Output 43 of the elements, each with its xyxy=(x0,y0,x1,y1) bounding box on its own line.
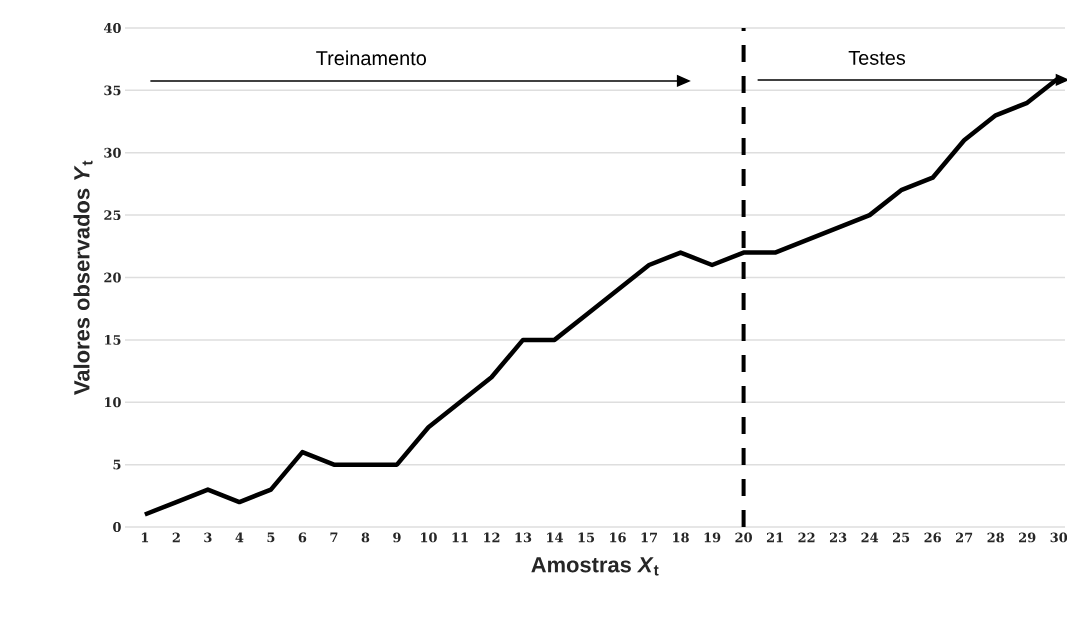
x-tick-label: 14 xyxy=(547,532,563,543)
y-tick-label: 15 xyxy=(105,334,121,345)
x-tick-label: 5 xyxy=(267,532,275,543)
y-tick-label: 30 xyxy=(104,147,121,158)
x-tick-label: 10 xyxy=(421,532,437,543)
x-tick-label: 26 xyxy=(924,532,941,543)
x-tick-label: 13 xyxy=(515,532,532,543)
x-tick-label: 17 xyxy=(641,532,657,543)
y-tick-label: 35 xyxy=(104,85,121,96)
y-axis-title: Valores observados Y$_{t}$ xyxy=(73,160,93,395)
x-tick-label: 20 xyxy=(735,532,752,543)
x-tick-label: 2 xyxy=(172,532,180,543)
y-tick-label: 0 xyxy=(113,522,121,532)
x-tick-label: 27 xyxy=(956,532,973,543)
annotation: Treinamento xyxy=(316,50,426,66)
x-tick-label: 3 xyxy=(204,532,212,543)
x-axis-title: Amostras X$_{t}$ xyxy=(531,557,659,576)
x-tick-label: 25 xyxy=(893,532,910,543)
x-tick-label: 30 xyxy=(1050,532,1067,543)
y-tick-label: 40 xyxy=(103,23,121,33)
annotation: Testes xyxy=(848,50,906,65)
x-tick-label: 1 xyxy=(141,532,149,543)
y-tick-label: 20 xyxy=(104,272,121,283)
x-tick-label: 29 xyxy=(1019,532,1036,543)
x-tick-label: 23 xyxy=(829,532,847,543)
x-tick-label: 7 xyxy=(330,532,338,542)
y-tick-label: 25 xyxy=(104,210,121,221)
x-tick-label: 6 xyxy=(298,532,307,543)
y-tick-label: 5 xyxy=(113,459,121,470)
x-tick-label: 21 xyxy=(766,532,783,543)
x-tick-label: 16 xyxy=(610,532,626,543)
x-tick-label: 9 xyxy=(393,532,401,543)
x-tick-label: 12 xyxy=(484,532,500,543)
y-tick-label: 10 xyxy=(105,397,121,408)
x-tick-label: 22 xyxy=(798,532,815,543)
x-tick-label: 8 xyxy=(361,532,370,543)
x-tick-label: 18 xyxy=(673,532,689,543)
x-tick-label: 4 xyxy=(235,532,244,543)
x-tick-label: 19 xyxy=(704,532,721,543)
x-tick-label: 15 xyxy=(578,532,595,543)
x-tick-label: 28 xyxy=(987,532,1004,543)
x-tick-label: 24 xyxy=(861,532,879,543)
x-tick-label: 11 xyxy=(452,532,468,543)
